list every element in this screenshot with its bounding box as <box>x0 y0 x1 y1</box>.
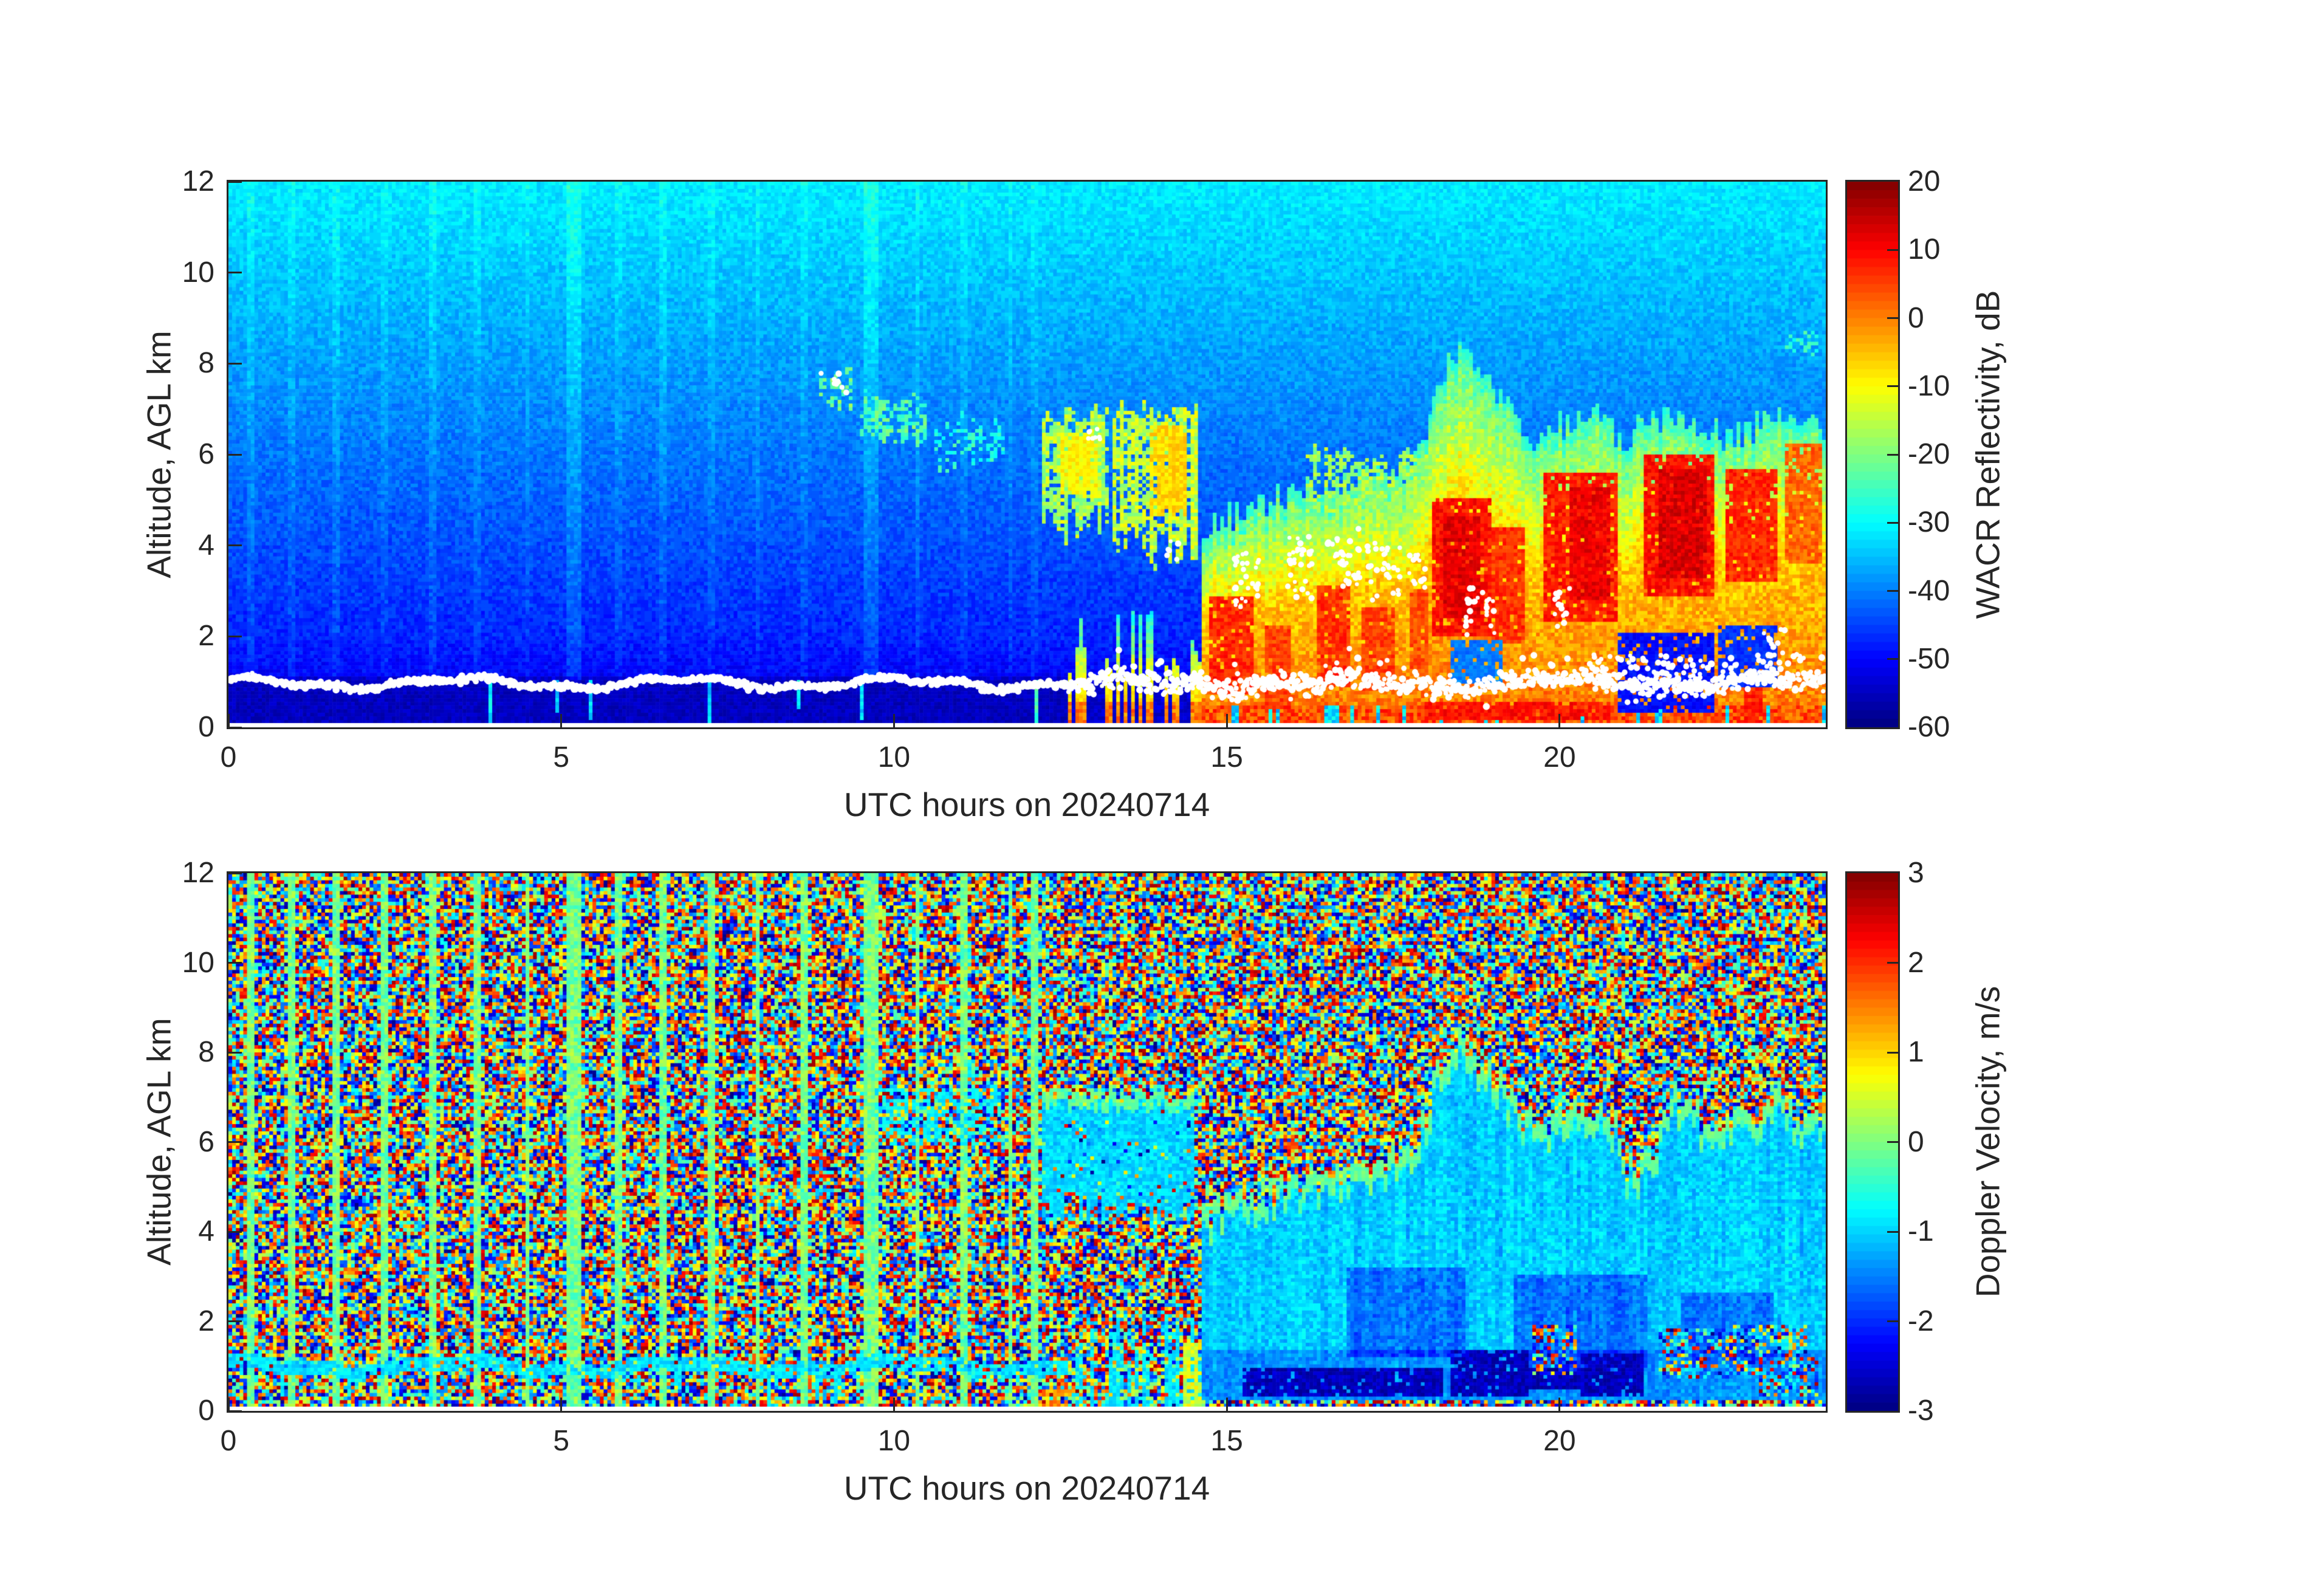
colorbar-tick-mark <box>1887 1141 1898 1143</box>
y-tick-mark <box>228 453 242 456</box>
y-tick-label: 2 <box>198 620 214 653</box>
y-tick-label: 0 <box>198 1394 214 1427</box>
colorbar-tick-label: 3 <box>1908 857 1924 889</box>
colorbar-tick-label: 10 <box>1908 233 1941 266</box>
colorbar-tick-mark <box>1887 453 1898 456</box>
y-tick-mark <box>228 635 242 637</box>
x-tick-mark <box>1558 714 1561 727</box>
colorbar-tick-label: -50 <box>1908 642 1950 675</box>
colorbar-tick-label: -3 <box>1908 1394 1934 1427</box>
colorbar-tick-label: -30 <box>1908 506 1950 539</box>
colorbar-tick-label: -2 <box>1908 1305 1934 1337</box>
colorbar-tick-label: 1 <box>1908 1036 1924 1068</box>
x-tick-label: 10 <box>877 1425 911 1457</box>
y-tick-label: 4 <box>198 529 214 561</box>
velocity-colorbar-label: Doppler Velocity, m/s <box>1969 986 2007 1298</box>
colorbar-tick-label: -60 <box>1908 711 1950 743</box>
y-tick-mark <box>228 962 242 964</box>
y-tick-mark <box>228 180 242 183</box>
x-tick-mark <box>227 1398 230 1411</box>
y-tick-label: 12 <box>182 857 214 889</box>
colorbar-tick-mark <box>1887 962 1898 964</box>
x-tick-label: 0 <box>220 1425 237 1457</box>
x-tick-label: 15 <box>1210 1425 1243 1457</box>
x-tick-label: 5 <box>553 741 570 773</box>
colorbar-tick-label: -1 <box>1908 1215 1934 1247</box>
y-tick-mark <box>228 1320 242 1322</box>
colorbar-tick-mark <box>1887 590 1898 592</box>
y-tick-label: 10 <box>182 946 214 979</box>
colorbar-tick-mark <box>1887 658 1898 660</box>
x-tick-mark <box>227 714 230 727</box>
x-tick-label: 20 <box>1543 1425 1576 1457</box>
y-tick-label: 8 <box>198 1036 214 1068</box>
colorbar-tick-mark <box>1887 1051 1898 1054</box>
x-tick-mark <box>1225 1398 1228 1411</box>
colorbar-tick-label: -40 <box>1908 574 1950 607</box>
x-tick-label: 0 <box>220 741 237 773</box>
y-tick-mark <box>228 544 242 547</box>
colorbar-tick-label: 0 <box>1908 301 1924 334</box>
colorbar-tick-mark <box>1887 1320 1898 1322</box>
x-tick-mark <box>893 1398 895 1411</box>
y-tick-label: 4 <box>198 1215 214 1247</box>
y-tick-mark <box>228 272 242 274</box>
colorbar-tick-label: -10 <box>1908 369 1950 402</box>
y-tick-mark <box>228 362 242 365</box>
velocity-xlabel: UTC hours on 20240714 <box>843 1469 1210 1507</box>
x-tick-mark <box>1558 1398 1561 1411</box>
colorbar-tick-mark <box>1887 317 1898 319</box>
colorbar-tick-label: 20 <box>1908 165 1941 197</box>
colorbar-tick-mark <box>1887 521 1898 524</box>
reflectivity-colorbar-label: WACR Reflectivity, dB <box>1969 290 2007 619</box>
velocity-heatmap <box>228 873 1826 1411</box>
y-tick-label: 2 <box>198 1305 214 1337</box>
y-tick-label: 10 <box>182 256 214 289</box>
y-tick-label: 0 <box>198 711 214 743</box>
y-tick-label: 6 <box>198 1125 214 1158</box>
y-tick-label: 6 <box>198 438 214 470</box>
y-tick-label: 12 <box>182 165 214 197</box>
colorbar-tick-mark <box>1887 249 1898 251</box>
velocity-plot-area <box>227 871 1828 1413</box>
x-tick-mark <box>893 714 895 727</box>
x-tick-label: 10 <box>877 741 911 773</box>
y-tick-mark <box>228 726 242 729</box>
colorbar-tick-mark <box>1887 1230 1898 1233</box>
colorbar-tick-label: 2 <box>1908 946 1924 979</box>
reflectivity-heatmap <box>228 182 1826 727</box>
colorbar-tick-mark <box>1887 385 1898 388</box>
x-tick-mark <box>560 714 563 727</box>
reflectivity-xlabel: UTC hours on 20240714 <box>843 786 1210 823</box>
x-tick-label: 5 <box>553 1425 570 1457</box>
y-tick-mark <box>228 872 242 874</box>
y-tick-label: 8 <box>198 347 214 380</box>
x-tick-label: 20 <box>1543 741 1576 773</box>
colorbar-tick-label: 0 <box>1908 1125 1924 1158</box>
y-tick-mark <box>228 1141 242 1143</box>
y-tick-mark <box>228 1051 242 1054</box>
x-tick-mark <box>1225 714 1228 727</box>
y-tick-mark <box>228 1410 242 1412</box>
colorbar-tick-label: -20 <box>1908 438 1950 470</box>
x-tick-mark <box>560 1398 563 1411</box>
y-tick-mark <box>228 1230 242 1233</box>
x-tick-label: 15 <box>1210 741 1243 773</box>
reflectivity-plot-area <box>227 180 1828 729</box>
